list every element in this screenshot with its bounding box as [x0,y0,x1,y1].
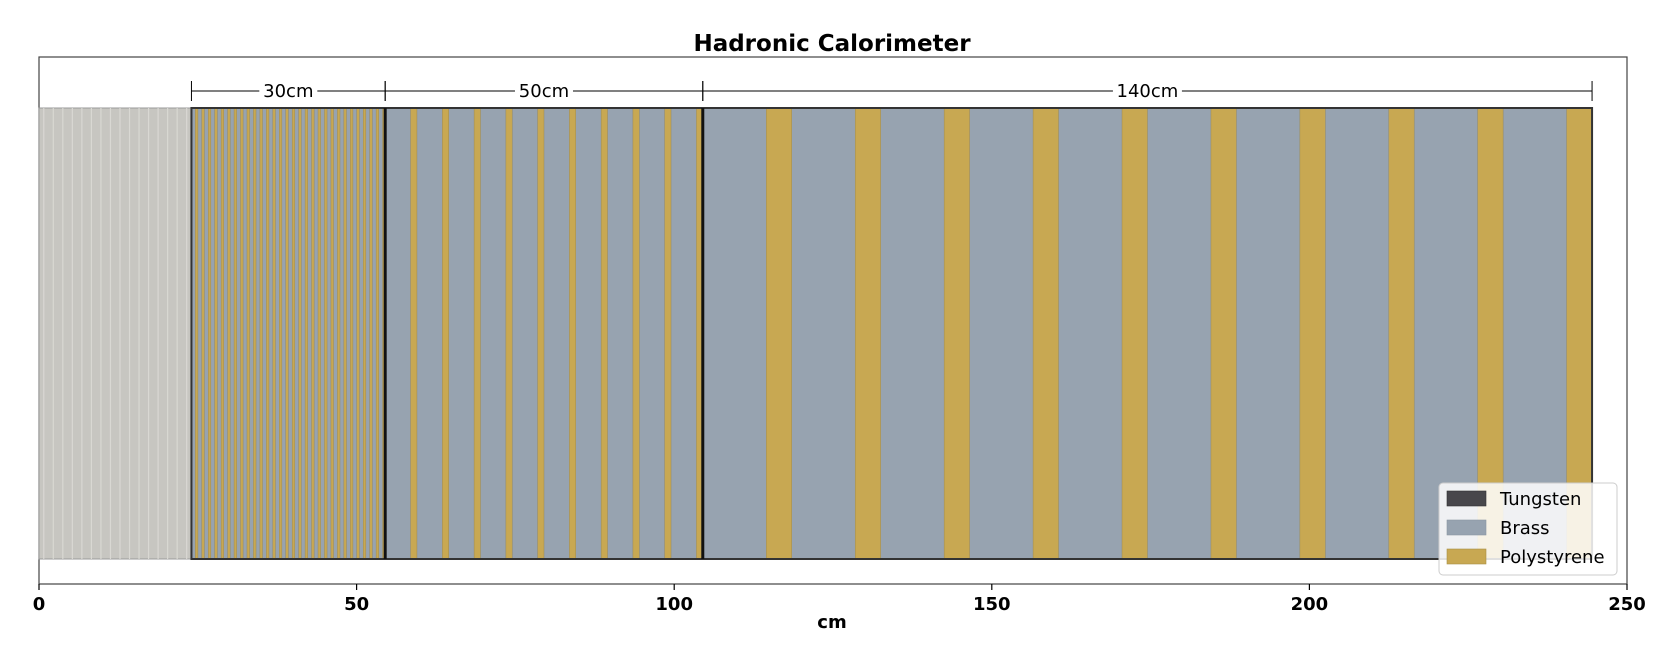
legend-label-brass: Brass [1500,518,1550,539]
polystyrene-layer [311,107,315,560]
x-tick-label: 50 [344,594,369,615]
polystyrene-layer [291,107,296,560]
polystyrene-layer [272,107,276,560]
polystyrene-layer [664,107,672,560]
legend-swatch-tungsten [1446,490,1487,507]
x-axis-label: cm [817,612,846,633]
chart-title: Hadronic Calorimeter [693,31,971,57]
polystyrene-layer [195,107,199,560]
upstream-region [38,107,192,560]
polystyrene-layer [214,107,218,560]
polystyrene-layer [324,107,328,560]
polystyrene-layer [298,107,302,560]
polystyrene-layer [537,107,545,560]
polystyrene-layer [442,107,449,560]
polystyrene-layer [1299,107,1326,560]
polystyrene-layer [330,107,334,560]
legend: Tungsten Brass Polystyrene [1438,482,1618,576]
legend-swatch-brass [1446,519,1487,536]
polystyrene-layer [854,107,881,560]
polystyrene-layer [375,107,379,560]
x-tick-label: 100 [655,594,693,615]
dimension-label-1: 30cm [263,81,313,102]
polystyrene-layer [246,107,250,560]
polystyrene-layer [505,107,513,560]
legend-label-tungsten: Tungsten [1499,489,1581,510]
legend-label-polystyrene: Polystyrene [1500,547,1605,568]
polystyrene-layer [766,107,792,560]
x-axis-ticks: 0 50 100 150 200 250 [33,584,1646,615]
x-tick-label: 150 [973,594,1011,615]
polystyrene-layer [1032,107,1059,560]
polystyrene-layer [569,107,576,560]
polystyrene-layer [207,107,212,560]
polystyrene-layer [943,107,970,560]
polystyrene-layer [343,107,347,560]
polystyrene-layer [632,107,640,560]
polystyrene-layer [350,107,354,560]
calorimeter-outline [190,107,1594,560]
upstream-block [38,107,192,560]
polystyrene-layer [304,107,308,560]
polystyrene-layer [259,107,263,560]
dimension-annotations: 30cm 50cm 140cm [190,81,1593,102]
dimension-label-3: 140cm [1117,81,1179,102]
legend-swatch-polystyrene [1446,548,1487,565]
polystyrene-layer [227,107,231,560]
polystyrene-layer [266,107,270,560]
polystyrene-layer [253,107,257,560]
calorimeter-layers [191,107,1593,560]
polystyrene-layer [337,107,341,560]
polystyrene-layer [362,107,367,560]
polystyrene-layer [1121,107,1148,560]
polystyrene-layer [369,107,373,560]
polystyrene-layer [1388,107,1415,560]
polystyrene-layer [1210,107,1237,560]
polystyrene-layer [356,107,360,560]
polystyrene-layer [285,107,289,560]
x-tick-label: 200 [1291,594,1329,615]
x-tick-label: 0 [33,594,46,615]
polystyrene-layer [201,107,205,560]
polystyrene-layer [240,107,244,560]
polystyrene-layer [279,107,283,560]
polystyrene-layer [410,107,418,560]
polystyrene-layer [600,107,608,560]
polystyrene-layer [233,107,237,560]
x-tick-label: 250 [1608,594,1646,615]
dimension-label-2: 50cm [519,81,569,102]
polystyrene-layer [220,107,224,560]
polystyrene-layer [473,107,481,560]
polystyrene-layer [317,107,321,560]
